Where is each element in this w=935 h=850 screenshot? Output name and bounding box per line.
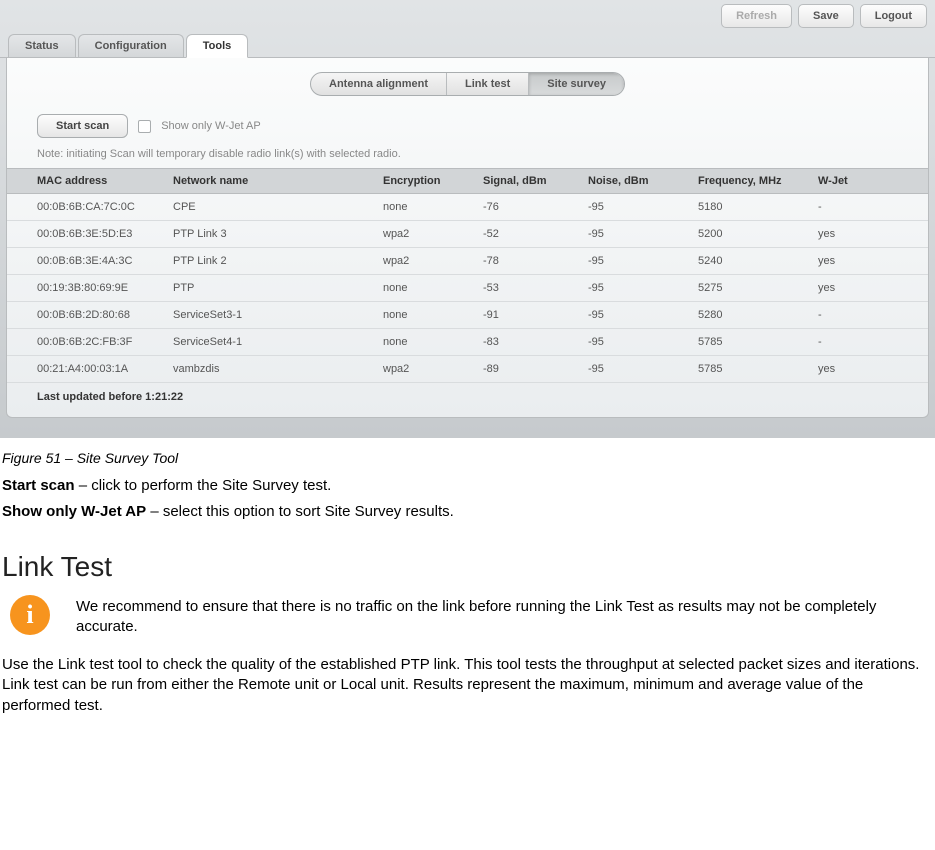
table-cell: -95 — [582, 275, 692, 302]
def-start-scan: Start scan – click to perform the Site S… — [2, 476, 933, 496]
doc-section: Figure 51 – Site Survey Tool Start scan … — [0, 438, 935, 726]
col-mac: MAC address — [7, 169, 167, 194]
table-cell: 00:21:A4:00:03:1A — [7, 356, 167, 383]
refresh-button[interactable]: Refresh — [721, 4, 792, 28]
table-row[interactable]: 00:0B:6B:3E:4A:3CPTP Link 2wpa2-78-95524… — [7, 248, 928, 275]
table-cell: - — [812, 302, 928, 329]
tab-tools[interactable]: Tools — [186, 34, 249, 58]
scan-note: Note: initiating Scan will temporary dis… — [7, 138, 928, 168]
table-cell: CPE — [167, 194, 377, 221]
table-cell: 5785 — [692, 356, 812, 383]
start-scan-button[interactable]: Start scan — [37, 114, 128, 138]
table-cell: PTP Link 3 — [167, 221, 377, 248]
table-cell: yes — [812, 248, 928, 275]
scan-toolbar: Start scan Show only W-Jet AP — [7, 114, 928, 138]
logout-button[interactable]: Logout — [860, 4, 927, 28]
def-show-only-term: Show only W-Jet AP — [2, 503, 146, 520]
tools-panel: Antenna alignment Link test Site survey … — [6, 58, 929, 418]
table-cell: -95 — [582, 329, 692, 356]
table-cell: -91 — [477, 302, 582, 329]
subtab-antenna-alignment[interactable]: Antenna alignment — [311, 73, 447, 95]
table-cell: yes — [812, 275, 928, 302]
def-start-scan-term: Start scan — [2, 477, 75, 494]
sub-tab-group: Antenna alignment Link test Site survey — [310, 72, 625, 96]
last-updated-label: Last updated before 1:21:22 — [7, 383, 928, 407]
table-cell: none — [377, 302, 477, 329]
link-test-body: Use the Link test tool to check the qual… — [2, 655, 933, 716]
site-survey-table: MAC address Network name Encryption Sign… — [7, 168, 928, 383]
table-cell: 5200 — [692, 221, 812, 248]
table-cell: 00:0B:6B:2C:FB:3F — [7, 329, 167, 356]
table-cell: none — [377, 194, 477, 221]
show-only-wjet-label: Show only W-Jet AP — [161, 120, 260, 132]
link-test-heading: Link Test — [2, 551, 933, 583]
table-row[interactable]: 00:0B:6B:3E:5D:E3PTP Link 3wpa2-52-95520… — [7, 221, 928, 248]
table-cell: -95 — [582, 356, 692, 383]
table-cell: PTP — [167, 275, 377, 302]
col-wjet: W-Jet — [812, 169, 928, 194]
table-cell: 5280 — [692, 302, 812, 329]
table-cell: none — [377, 329, 477, 356]
table-cell: -95 — [582, 302, 692, 329]
subtab-link-test[interactable]: Link test — [447, 73, 529, 95]
table-cell: PTP Link 2 — [167, 248, 377, 275]
table-cell: 5240 — [692, 248, 812, 275]
table-cell: vambzdis — [167, 356, 377, 383]
table-cell: ServiceSet3-1 — [167, 302, 377, 329]
table-row[interactable]: 00:0B:6B:CA:7C:0CCPEnone-76-955180- — [7, 194, 928, 221]
table-cell: -78 — [477, 248, 582, 275]
table-row[interactable]: 00:21:A4:00:03:1Avambzdiswpa2-89-955785y… — [7, 356, 928, 383]
table-cell: 00:0B:6B:2D:80:68 — [7, 302, 167, 329]
table-cell: wpa2 — [377, 221, 477, 248]
info-icon: i — [10, 595, 50, 635]
table-cell: -83 — [477, 329, 582, 356]
figure-caption: Figure 51 – Site Survey Tool — [2, 450, 933, 466]
table-cell: yes — [812, 221, 928, 248]
col-noise: Noise, dBm — [582, 169, 692, 194]
table-cell: -95 — [582, 248, 692, 275]
subtab-site-survey[interactable]: Site survey — [529, 73, 624, 95]
table-cell: none — [377, 275, 477, 302]
table-cell: -95 — [582, 221, 692, 248]
table-cell: 5180 — [692, 194, 812, 221]
table-cell: -52 — [477, 221, 582, 248]
top-toolbar: Refresh Save Logout — [0, 0, 935, 30]
table-cell: 5275 — [692, 275, 812, 302]
show-only-wjet-checkbox[interactable] — [138, 120, 151, 133]
table-cell: yes — [812, 356, 928, 383]
col-enc: Encryption — [377, 169, 477, 194]
table-cell: -89 — [477, 356, 582, 383]
table-cell: -76 — [477, 194, 582, 221]
def-show-only: Show only W-Jet AP – select this option … — [2, 502, 933, 522]
table-cell: 00:19:3B:80:69:9E — [7, 275, 167, 302]
table-cell: 5785 — [692, 329, 812, 356]
table-cell: -95 — [582, 194, 692, 221]
tab-configuration[interactable]: Configuration — [78, 34, 184, 57]
main-tab-row: Status Configuration Tools — [0, 34, 935, 58]
app-window: Refresh Save Logout Status Configuration… — [0, 0, 935, 438]
table-cell: 00:0B:6B:CA:7C:0C — [7, 194, 167, 221]
table-cell: ServiceSet4-1 — [167, 329, 377, 356]
col-sig: Signal, dBm — [477, 169, 582, 194]
table-cell: 00:0B:6B:3E:5D:E3 — [7, 221, 167, 248]
table-cell: 00:0B:6B:3E:4A:3C — [7, 248, 167, 275]
def-show-only-text: – select this option to sort Site Survey… — [146, 503, 454, 520]
def-start-scan-text: – click to perform the Site Survey test. — [75, 477, 332, 494]
tab-status[interactable]: Status — [8, 34, 76, 57]
table-cell: - — [812, 194, 928, 221]
col-name: Network name — [167, 169, 377, 194]
info-text: We recommend to ensure that there is no … — [76, 595, 933, 638]
table-cell: wpa2 — [377, 356, 477, 383]
table-cell: - — [812, 329, 928, 356]
col-freq: Frequency, MHz — [692, 169, 812, 194]
table-cell: -53 — [477, 275, 582, 302]
save-button[interactable]: Save — [798, 4, 854, 28]
table-row[interactable]: 00:0B:6B:2D:80:68ServiceSet3-1none-91-95… — [7, 302, 928, 329]
table-cell: wpa2 — [377, 248, 477, 275]
info-callout: i We recommend to ensure that there is n… — [2, 595, 933, 638]
sub-tab-row: Antenna alignment Link test Site survey — [7, 72, 928, 96]
table-header-row: MAC address Network name Encryption Sign… — [7, 169, 928, 194]
table-row[interactable]: 00:19:3B:80:69:9EPTPnone-53-955275yes — [7, 275, 928, 302]
table-row[interactable]: 00:0B:6B:2C:FB:3FServiceSet4-1none-83-95… — [7, 329, 928, 356]
